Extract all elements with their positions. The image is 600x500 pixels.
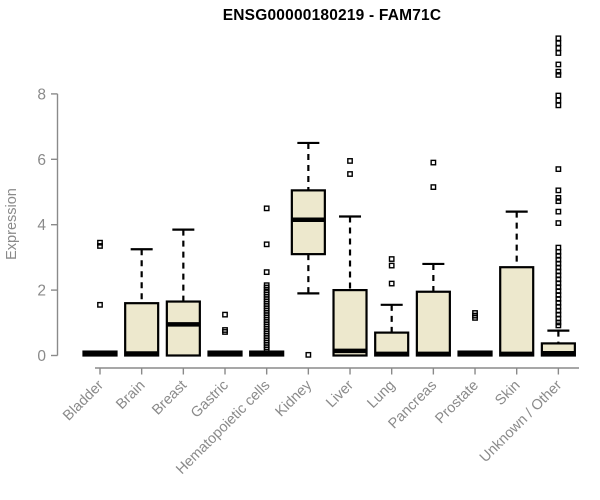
y-tick-label-4: 4 [37, 217, 46, 234]
outlier-point [555, 50, 562, 56]
outlier-point [555, 40, 562, 47]
outlier-point [222, 311, 228, 318]
boxplot-lung [374, 256, 410, 357]
outlier-point [97, 301, 103, 308]
y-tick-label-2: 2 [37, 283, 46, 300]
boxplot-skin [499, 210, 535, 357]
outlier-point [388, 262, 395, 269]
iqr-box [124, 302, 160, 357]
chart-title: ENSG00000180219 - FAM71C [223, 7, 441, 24]
outlier-point [430, 184, 437, 190]
boxplot-kidney [290, 141, 326, 358]
outlier-point [97, 239, 103, 246]
x-tick-label-brain: Brain [113, 378, 148, 413]
boxplot-brain [124, 248, 160, 357]
outlier-point [347, 158, 353, 164]
outlier-point [263, 269, 270, 276]
outlier-point [555, 322, 562, 329]
outlier-point [555, 45, 562, 52]
outlier-point [555, 35, 562, 42]
y-tick-label-6: 6 [37, 152, 46, 169]
x-tick-label-bladder: Bladder [60, 377, 107, 424]
outlier-point [555, 61, 562, 68]
boxplot-hematopoietic-cells [249, 205, 285, 357]
outlier-point [263, 205, 270, 212]
outlier-point [555, 166, 562, 173]
x-tick-label-skin: Skin [492, 378, 523, 409]
y-axis-label: Expression [4, 188, 20, 260]
outlier-point [555, 97, 562, 104]
y-tick-label-8: 8 [37, 86, 46, 103]
outlier-point [305, 351, 312, 358]
outlier-point [263, 241, 270, 248]
outlier-point [555, 68, 562, 75]
iqr-box [290, 189, 326, 256]
outlier-point [555, 187, 562, 194]
boxplot-pancreas [415, 159, 451, 357]
iqr-box [415, 290, 451, 357]
outlier-point [555, 220, 562, 226]
iqr-box [332, 289, 368, 357]
boxplots [82, 35, 576, 358]
outlier-point [555, 72, 562, 78]
outlier-point [388, 256, 395, 262]
outlier-point [555, 319, 562, 326]
boxplot-breast [165, 228, 201, 357]
iqr-box [499, 266, 535, 357]
y-tick-label-0: 0 [37, 348, 46, 365]
outlier-point [430, 159, 437, 166]
outlier-point [555, 198, 562, 205]
outlier-point [347, 171, 353, 177]
boxplot-liver [332, 158, 368, 357]
x-tick-label-prostate: Prostate [432, 378, 481, 427]
outlier-point [97, 243, 103, 249]
x-tick-label-breast: Breast [149, 378, 190, 419]
boxplot-prostate [457, 310, 493, 357]
boxplot-bladder [82, 239, 118, 357]
outlier-point [555, 194, 562, 201]
boxplot-unknown-other [540, 35, 576, 357]
boxplot-gastric [207, 311, 243, 357]
x-tick-label-lung: Lung [364, 378, 398, 412]
outlier-point [472, 314, 478, 321]
outlier-point [222, 329, 228, 335]
iqr-box [165, 300, 201, 357]
outlier-point [555, 92, 562, 99]
outlier-point [555, 102, 562, 109]
outlier-point [263, 346, 270, 353]
outlier-point [555, 208, 562, 215]
outlier-point [388, 280, 395, 287]
x-tick-label-liver: Liver [323, 377, 357, 411]
x-tick-label-kidney: Kidney [273, 377, 316, 420]
